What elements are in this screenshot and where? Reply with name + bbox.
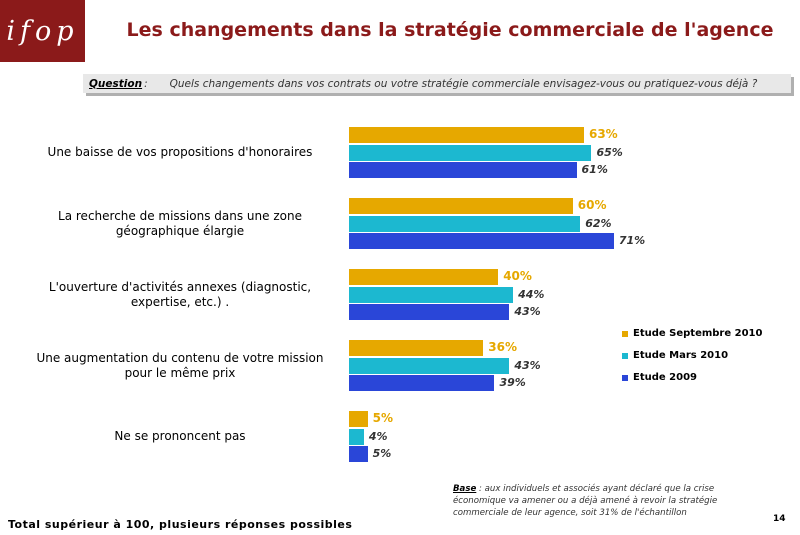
category-label: Ne se prononcent pas [114,429,246,443]
page-number: 14 [773,514,786,524]
data-label: 61% [581,163,608,176]
legend-label: Etude Septembre 2010 [633,328,763,339]
bar-etude-mars-2010 [349,357,510,374]
data-label: 40% [503,269,532,283]
legend-swatch [622,374,628,381]
data-label: 39% [499,376,526,389]
data-label: 43% [514,358,541,372]
data-label: 60% [577,198,607,212]
footer-note: Total supérieur à 100, plusieurs réponse… [8,518,353,531]
question-text: Quels changements dans vos contrats ou v… [169,77,758,90]
legend-swatch [622,352,628,359]
bar-etude-mars-2010 [349,144,592,161]
legend-label: Etude Mars 2010 [633,350,729,361]
base-note: Base : aux individuels et associés ayant… [453,483,753,519]
data-label: 63% [588,127,618,141]
data-label: 5% [372,411,394,425]
data-label: 71% [618,234,646,247]
bar-etude-mars-2010 [349,286,514,303]
data-label: 62% [585,216,612,230]
bar-etude-2009 [349,375,495,391]
legend-item: Etude 2009 [622,372,697,383]
question-label: Question [89,77,143,90]
bar-etude-mars-2010 [349,428,364,445]
data-label: 65% [596,145,623,159]
question-colon: : [144,77,148,90]
category-label: Une baisse de vos propositions d'honorai… [47,145,313,159]
data-label: 43% [514,305,541,318]
legend-swatch [622,330,628,337]
bar-etude-2009 [349,304,510,320]
category-label: La recherche de missions dans une zone g… [58,208,302,238]
bar-etude-2009 [349,446,368,462]
category-label: Une augmentation du contenu de votre mis… [36,350,324,380]
data-label: 5% [372,447,392,460]
base-note-text: : aux individuels et associés ayant décl… [453,484,718,518]
bar-etude-2009 [349,162,577,178]
base-note-label: Base [453,484,477,494]
data-label: 44% [518,287,545,301]
category-label: L'ouverture d'activités annexes (diagnos… [48,279,312,309]
data-label: 36% [488,340,517,354]
data-label: 4% [368,429,388,443]
bar-etude-septembre-2010 [349,411,368,427]
legend-item: Etude Septembre 2010 [622,328,762,339]
bar-etude-septembre-2010 [349,127,584,143]
legend-label: Etude 2009 [633,372,697,383]
bar-etude-septembre-2010 [349,340,484,356]
question-box: Question : Quels changements dans vos co… [83,74,791,93]
bar-etude-septembre-2010 [349,198,573,214]
bar-etude-septembre-2010 [349,269,499,285]
page-title: Les changements dans la stratégie commer… [126,19,774,41]
bar-etude-mars-2010 [349,215,581,232]
legend-item: Etude Mars 2010 [622,350,728,361]
ifop-logo: ifop [0,0,85,62]
logo-text: ifop [6,15,79,47]
bar-etude-2009 [349,233,614,249]
